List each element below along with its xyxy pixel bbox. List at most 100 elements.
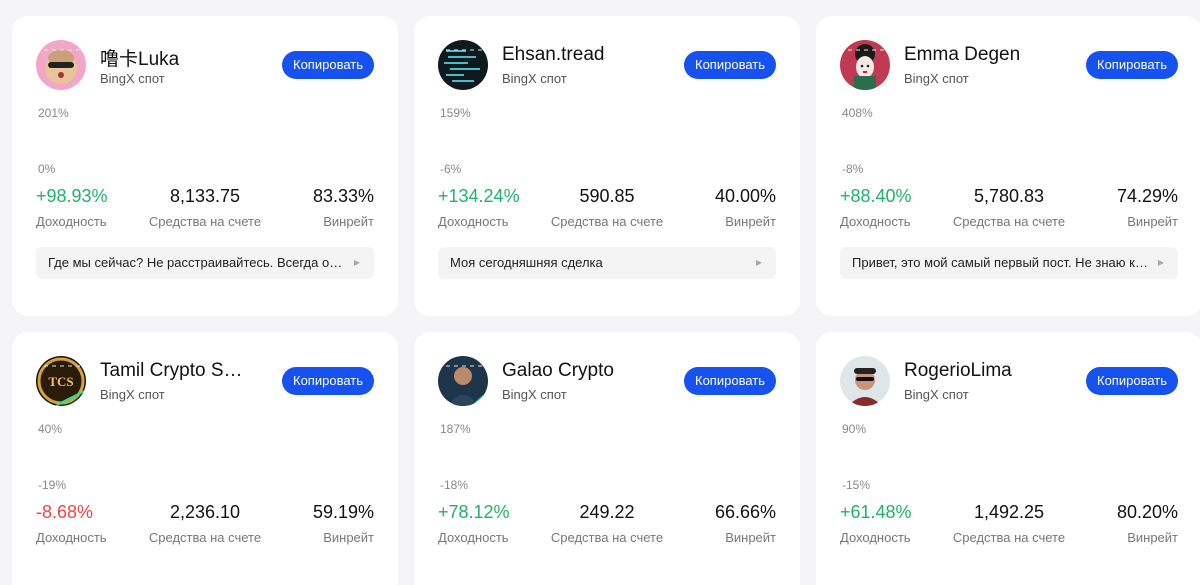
pnl-chart: 408% -8% <box>840 104 1178 180</box>
copy-button[interactable]: Копировать <box>282 51 374 79</box>
pnl-chart-svg <box>36 104 374 180</box>
trader-name[interactable]: Emma Degen <box>904 44 1021 65</box>
latest-post[interactable]: Привет, это мой самый первый пост. Не зн… <box>840 247 1178 279</box>
winrate-stat: 83.33% Винрейт <box>313 186 374 229</box>
winrate-label: Винрейт <box>323 530 374 545</box>
chart-min-label: -18% <box>440 478 469 492</box>
yield-value: -8.68% <box>36 502 94 522</box>
trader-name[interactable]: Ehsan.tread <box>502 44 605 65</box>
trader-card[interactable]: 噜卡Luka BingX спот Копировать 201% 0% +98.93% Д… <box>12 16 398 316</box>
yield-label: Доходность <box>36 530 107 545</box>
copy-button[interactable]: Копировать <box>684 367 776 395</box>
avatar[interactable] <box>840 40 890 90</box>
funds-value: 2,236.10 <box>169 502 241 522</box>
chart-min-label: -19% <box>38 478 67 492</box>
yield-stat: +61.48% Доходность <box>840 502 912 545</box>
copy-button[interactable]: Копировать <box>1086 51 1178 79</box>
platform-label: BingX спот <box>502 71 567 86</box>
yield-stat: +78.12% Доходность <box>438 502 510 545</box>
post-text: Привет, это мой самый первый пост. Не зн… <box>852 255 1178 270</box>
yield-label: Доходность <box>840 530 911 545</box>
copy-button[interactable]: Копировать <box>684 51 776 79</box>
post-text: Моя сегодняшняя сделка <box>450 255 603 270</box>
card-header: Ehsan.tread BingX спот Копировать <box>438 40 776 90</box>
chart-min-label: -8% <box>842 162 864 176</box>
avatar[interactable] <box>438 356 488 406</box>
platform-label: BingX спот <box>904 387 969 402</box>
trader-card[interactable]: TCS Tamil Crypto S… BingX спот Копировать 40… <box>12 332 398 585</box>
trader-name[interactable]: Tamil Crypto S… <box>100 360 243 381</box>
chart-max-label: 187% <box>440 422 471 436</box>
copy-button[interactable]: Копировать <box>282 367 374 395</box>
yield-label: Доходность <box>840 214 911 229</box>
chevron-right-icon: ▶ <box>353 258 360 267</box>
yield-stat: +134.24% Доходность <box>438 186 520 229</box>
pnl-chart-svg <box>438 104 776 180</box>
avatar[interactable] <box>840 356 890 406</box>
trader-card[interactable]: Emma Degen BingX спот Копировать 408% -8% +88… <box>816 16 1200 316</box>
winrate-value: 80.20% <box>1116 502 1178 522</box>
funds-stat: 1,492.25 Средства на счете <box>840 502 1178 545</box>
funds-value: 1,492.25 <box>973 502 1045 522</box>
copy-button[interactable]: Копировать <box>1086 367 1178 395</box>
avatar[interactable]: TCS <box>36 356 86 406</box>
card-header: RogerioLima BingX спот Копировать <box>840 356 1178 406</box>
trader-name[interactable]: Galao Crypto <box>502 360 614 381</box>
winrate-label: Винрейт <box>323 214 374 229</box>
card-header: 噜卡Luka BingX спот Копировать <box>36 40 374 90</box>
funds-value: 8,133.75 <box>169 186 241 206</box>
stats-row: +134.24% Доходность 590.85 Средства на счет… <box>438 186 776 240</box>
stats-row: +78.12% Доходность 249.22 Средства на счете… <box>438 502 776 556</box>
winrate-label: Винрейт <box>1127 530 1178 545</box>
yield-value: +61.48% <box>840 502 912 522</box>
dark-code-avatar-icon <box>438 40 488 90</box>
pnl-chart-svg <box>438 420 776 496</box>
winrate-label: Винрейт <box>1127 214 1178 229</box>
funds-value: 590.85 <box>579 186 635 206</box>
platform-label: BingX спот <box>904 71 969 86</box>
chart-max-label: 159% <box>440 106 471 120</box>
funds-stat: 590.85 Средства на счете <box>438 186 776 229</box>
trader-card[interactable]: Galao Crypto BingX спот Копировать 187% -18%… <box>414 332 800 585</box>
yield-stat: -8.68% Доходность <box>36 502 107 545</box>
funds-label: Средства на счете <box>952 214 1066 229</box>
pnl-chart: 201% 0% <box>36 104 374 180</box>
avatar[interactable] <box>438 40 488 90</box>
trader-name[interactable]: 噜卡Luka <box>100 49 180 70</box>
card-header: Galao Crypto BingX спот Копировать <box>438 356 776 406</box>
yield-stat: +88.40% Доходность <box>840 186 912 229</box>
stats-row: +88.40% Доходность 5,780.83 Средства на сче… <box>840 186 1178 240</box>
yield-value: +134.24% <box>438 186 520 206</box>
man-with-cap-avatar-icon <box>840 356 890 406</box>
platform-label: BingX спот <box>100 387 165 402</box>
platform-label: BingX спот <box>100 71 165 86</box>
funds-stat: 249.22 Средства на счете <box>438 502 776 545</box>
funds-label: Средства на счете <box>550 214 664 229</box>
yield-value: +78.12% <box>438 502 510 522</box>
latest-post[interactable]: Где мы сейчас? Не расстраивайтесь. Всегд… <box>36 247 374 279</box>
tcs-badge-avatar-icon: TCS <box>36 356 86 406</box>
pnl-chart-svg <box>840 104 1178 180</box>
trader-name[interactable]: RogerioLima <box>904 360 1012 381</box>
winrate-value: 74.29% <box>1116 186 1178 206</box>
geisha-avatar-icon <box>840 40 890 90</box>
winrate-value: 40.00% <box>714 186 776 206</box>
pnl-chart-svg <box>36 420 374 496</box>
chart-min-label: 0% <box>38 162 56 176</box>
funds-label: Средства на счете <box>148 214 262 229</box>
trader-card[interactable]: RogerioLima BingX спот Копировать 90% -15% +6… <box>816 332 1200 585</box>
funds-label: Средства на счете <box>148 530 262 545</box>
funds-value: 5,780.83 <box>973 186 1045 206</box>
avatar[interactable] <box>36 40 86 90</box>
winrate-label: Винрейт <box>725 214 776 229</box>
pnl-chart-svg <box>840 420 1178 496</box>
trader-card[interactable]: Ehsan.tread BingX спот Копировать 159% -6% +1… <box>414 16 800 316</box>
yield-value: +88.40% <box>840 186 912 206</box>
pnl-chart: 90% -15% <box>840 420 1178 496</box>
funds-stat: 2,236.10 Средства на счете <box>36 502 374 545</box>
latest-post[interactable]: Моя сегодняшняя сделка ▶ <box>438 247 776 279</box>
man-portrait-avatar-icon <box>438 356 488 406</box>
chart-min-label: -6% <box>440 162 462 176</box>
cartoon-hamster-avatar-icon <box>36 40 86 90</box>
post-text: Где мы сейчас? Не расстраивайтесь. Всегд… <box>48 255 374 270</box>
